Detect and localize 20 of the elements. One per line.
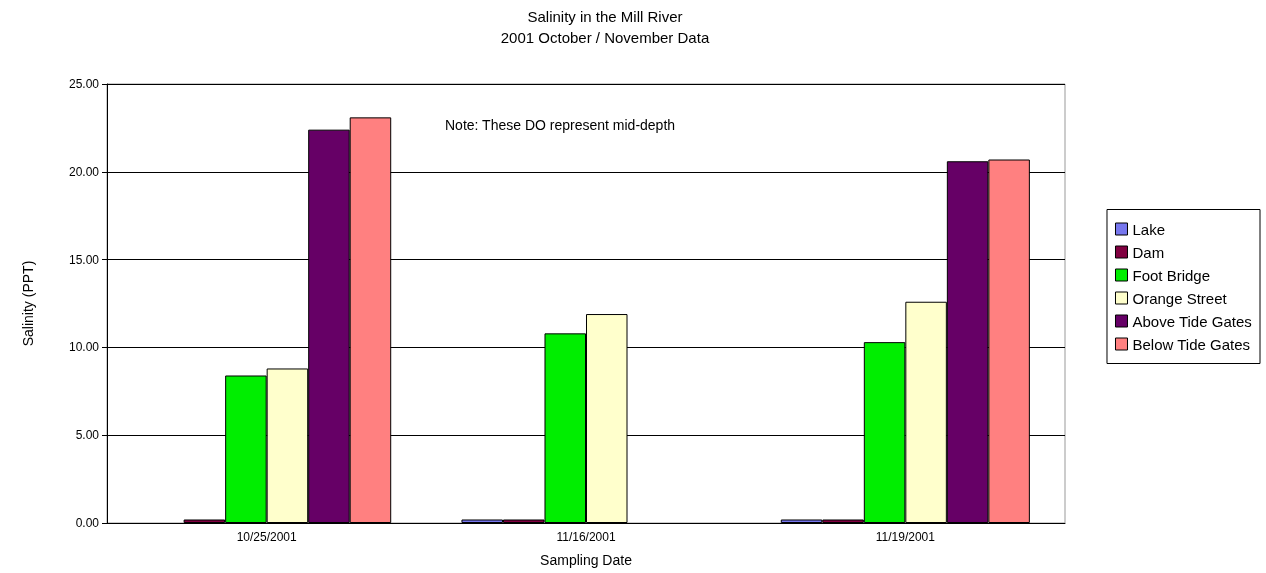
y-tick-label: 5.00 xyxy=(75,428,100,443)
legend-label: Dam xyxy=(1132,243,1165,261)
y-tick-label: 0.00 xyxy=(75,516,100,530)
legend-label: Orange Street xyxy=(1132,289,1228,307)
x-tick-label: 11/16/2001 xyxy=(556,530,616,544)
legend-label: Lake xyxy=(1132,220,1166,238)
annotation: Note: These DO represent mid-depth xyxy=(445,117,676,133)
y-tick-label: 20.00 xyxy=(68,164,100,179)
y-tick-label: 25.00 xyxy=(68,77,100,91)
y-tick-label: 15.00 xyxy=(68,252,100,267)
y-axis-title: Salinity (PPT) xyxy=(20,260,36,347)
y-tick-label: 10.00 xyxy=(68,340,100,355)
legend-label: Below Tide Gates xyxy=(1132,335,1251,353)
x-tick-label: 11/19/2001 xyxy=(875,530,936,544)
legend-label: Above Tide Gates xyxy=(1132,312,1252,330)
x-axis-title: Sampling Date xyxy=(540,552,633,568)
legend-label: Foot Bridge xyxy=(1132,266,1211,284)
x-tick-label: 10/25/2001 xyxy=(236,530,298,544)
chart-title: Salinity in the Mill River xyxy=(527,8,683,25)
chart-subtitle: 2001 October / November Data xyxy=(500,29,710,46)
